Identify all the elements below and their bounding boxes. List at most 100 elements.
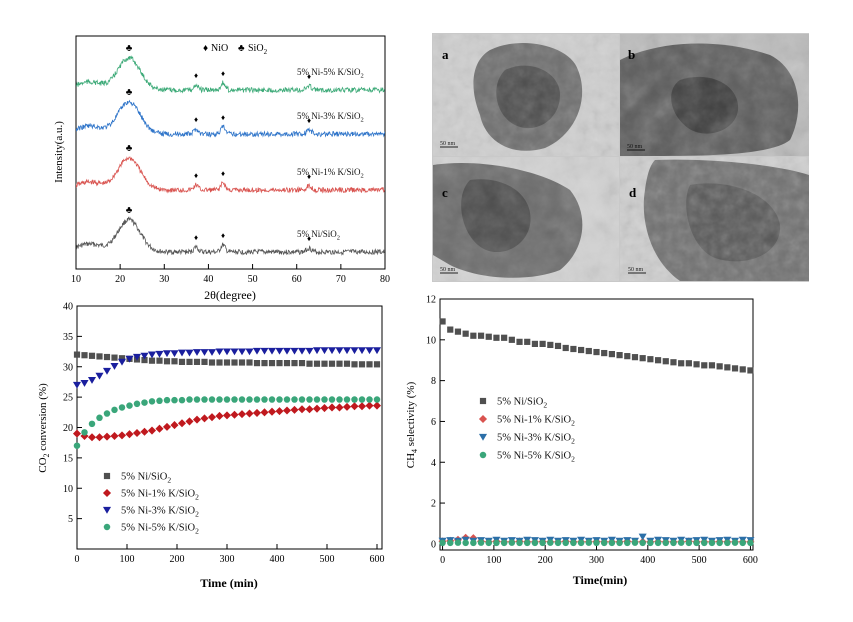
data-point bbox=[320, 347, 329, 355]
data-point bbox=[312, 404, 322, 413]
data-point bbox=[372, 347, 382, 355]
data-point bbox=[230, 348, 239, 356]
data-point bbox=[638, 533, 647, 541]
data-point bbox=[372, 401, 382, 410]
data-point bbox=[275, 347, 284, 355]
data-point bbox=[600, 539, 608, 547]
tem-label-c: c bbox=[442, 185, 448, 200]
xrd-x-tick-label: 10 bbox=[71, 274, 81, 285]
data-point bbox=[117, 358, 127, 366]
data-point bbox=[531, 340, 539, 347]
y-tick-label: 2 bbox=[431, 499, 436, 510]
data-point bbox=[350, 402, 359, 411]
xrd-x-tick-label: 60 bbox=[292, 274, 302, 285]
legend-marker bbox=[478, 433, 488, 441]
co2-data-points bbox=[72, 347, 382, 449]
data-point bbox=[283, 396, 291, 403]
data-point bbox=[237, 410, 247, 419]
xrd-series-label: 5% Ni/SiO2 bbox=[297, 229, 340, 242]
data-point bbox=[624, 539, 631, 547]
data-point bbox=[133, 400, 141, 408]
xrd-peak-symbol: ♦ bbox=[194, 71, 198, 80]
data-point bbox=[327, 403, 337, 412]
data-point bbox=[508, 336, 515, 343]
data-point bbox=[88, 420, 96, 428]
data-point bbox=[95, 433, 104, 442]
data-point bbox=[222, 411, 232, 420]
data-point bbox=[685, 360, 692, 367]
xrd-peak-markers: ♣ ♦ ♦ ♦ ♣ ♦ ♦ ♦ ♣ ♦ ♦ ♦ ♣ ♦ ♦ ♦ bbox=[126, 43, 311, 243]
y-tick-label: 0 bbox=[431, 539, 436, 550]
legend-label: 5% Ni-5% K/SiO2 bbox=[497, 451, 575, 464]
data-point bbox=[616, 539, 623, 547]
data-point bbox=[246, 359, 253, 366]
x-tick-label: 500 bbox=[320, 554, 335, 565]
data-point bbox=[111, 406, 118, 414]
data-point bbox=[156, 397, 163, 405]
xrd-x-axis: 10 20 30 40 50 60 70 80 bbox=[71, 264, 390, 285]
data-point bbox=[343, 396, 351, 403]
co2-x-axis-label: Time (min) bbox=[200, 576, 257, 590]
data-point bbox=[716, 363, 723, 370]
xrd-legend-sio2-label: SiO2 bbox=[248, 43, 268, 56]
data-point bbox=[493, 334, 500, 341]
data-point bbox=[358, 396, 366, 403]
data-point bbox=[170, 350, 179, 358]
data-point bbox=[253, 360, 261, 367]
data-point bbox=[351, 396, 358, 403]
co2-conversion-panel: 0 100 200 300 400 500 600 5 10 15 20 25 30 35 40 5% Ni… bbox=[37, 302, 385, 591]
data-point bbox=[305, 347, 314, 355]
data-point bbox=[186, 396, 193, 403]
data-point bbox=[373, 361, 381, 368]
data-point bbox=[297, 405, 307, 414]
data-point bbox=[185, 349, 194, 357]
data-point bbox=[693, 539, 700, 547]
data-point bbox=[647, 539, 654, 547]
data-point bbox=[230, 410, 239, 419]
tem-image-a: a 50 nm bbox=[433, 34, 619, 156]
data-point bbox=[208, 359, 216, 366]
x-tick-label: 100 bbox=[120, 554, 135, 565]
data-point bbox=[215, 348, 224, 356]
data-point bbox=[578, 346, 585, 354]
data-point bbox=[200, 349, 209, 356]
data-point bbox=[335, 403, 344, 412]
tem-scale-c: 50 nm bbox=[440, 267, 456, 273]
xrd-legend: ♦ NiO ♣ SiO2 bbox=[203, 43, 268, 56]
data-point bbox=[477, 539, 485, 546]
data-point bbox=[178, 396, 186, 404]
data-point bbox=[708, 362, 716, 369]
data-point bbox=[365, 347, 374, 355]
data-point bbox=[516, 539, 523, 547]
data-point bbox=[96, 414, 103, 422]
xrd-y-axis-label: Intensity(a.u.) bbox=[53, 121, 65, 183]
xrd-trace bbox=[76, 156, 385, 194]
data-point bbox=[290, 405, 299, 414]
y-tick-label: 20 bbox=[63, 423, 73, 434]
data-point bbox=[252, 347, 262, 355]
data-point bbox=[216, 396, 223, 403]
data-point bbox=[260, 408, 269, 417]
x-tick-label: 200 bbox=[538, 555, 553, 566]
x-tick-label: 300 bbox=[589, 555, 604, 566]
xrd-trace bbox=[76, 99, 385, 138]
data-point bbox=[739, 366, 746, 373]
data-point bbox=[102, 432, 112, 441]
data-point bbox=[140, 427, 149, 436]
data-point bbox=[439, 539, 446, 547]
data-point bbox=[147, 351, 157, 359]
data-point bbox=[327, 347, 337, 355]
data-point bbox=[132, 353, 142, 361]
y-tick-label: 25 bbox=[63, 393, 73, 404]
data-point bbox=[562, 539, 569, 547]
data-point bbox=[462, 330, 469, 337]
legend-marker bbox=[478, 414, 488, 424]
data-point bbox=[601, 349, 608, 357]
data-point bbox=[162, 422, 172, 431]
tem-scale-a: 50 nm bbox=[440, 141, 456, 147]
data-point bbox=[231, 396, 238, 403]
data-point bbox=[306, 360, 313, 367]
data-point bbox=[539, 539, 546, 547]
data-point bbox=[342, 402, 352, 411]
data-point bbox=[570, 539, 577, 547]
